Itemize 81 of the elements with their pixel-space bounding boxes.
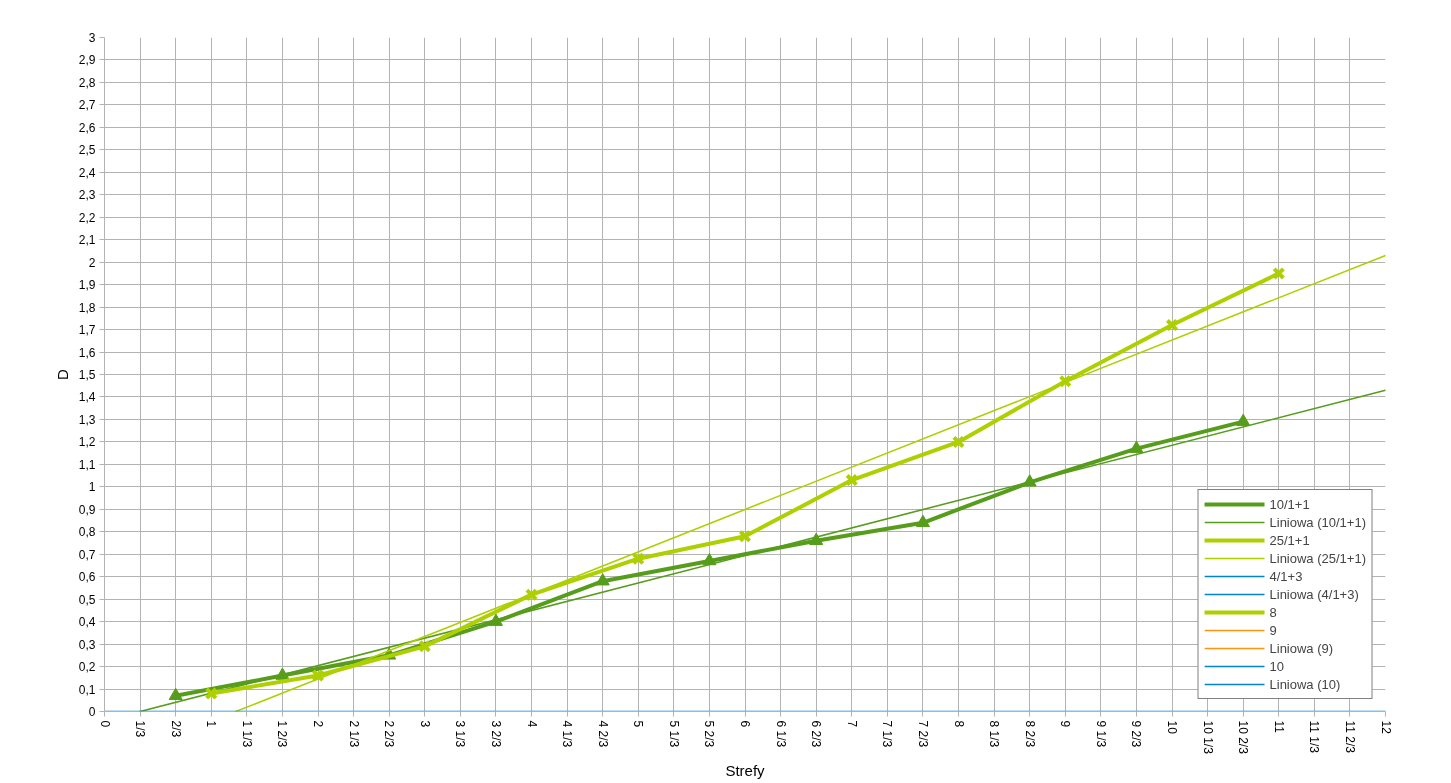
x-tick-label: 1 2/3 <box>275 720 290 748</box>
x-tick-label: 9 2/3 <box>1129 720 1144 748</box>
x-tick-label: 3 2/3 <box>488 720 503 748</box>
x-tick-label: 5 2/3 <box>702 720 717 748</box>
x-tick-label: 6 <box>738 720 752 728</box>
y-tick-label: 0,7 <box>78 547 96 562</box>
legend-label: Liniowa (9) <box>1269 640 1334 656</box>
y-tick-label: 0,3 <box>78 637 96 652</box>
y-tick-label: 1,6 <box>78 345 96 360</box>
y-tick-label: 1,8 <box>78 300 96 315</box>
y-tick-label: 0,8 <box>78 525 96 540</box>
y-tick-label: 1,2 <box>78 435 96 450</box>
x-tick-label: 8 2/3 <box>1022 720 1037 748</box>
x-tick-label: 11 2/3 <box>1342 720 1357 754</box>
x-tick-label: 4 <box>524 720 539 728</box>
x-tick-label: 2 <box>311 720 325 728</box>
y-tick-label: 3 <box>88 31 96 45</box>
x-tick-label: 11 1/3 <box>1307 720 1322 754</box>
legend-label: Liniowa (10) <box>1269 676 1341 692</box>
x-tick-label: 8 <box>951 720 966 728</box>
y-tick-label: 0,2 <box>78 660 96 675</box>
x-tick-label: 8 1/3 <box>987 720 1002 748</box>
y-tick-label: 1,1 <box>78 457 96 472</box>
y-tick-label: 0,9 <box>78 502 96 517</box>
x-tick-label: 1/3 <box>133 720 148 738</box>
legend-label: 9 <box>1269 622 1278 638</box>
x-tick-label: 10 2/3 <box>1236 720 1251 755</box>
y-tick-label: 0,4 <box>78 615 96 630</box>
legend-label: 25/1+1 <box>1269 532 1310 548</box>
x-tick-label: 2 2/3 <box>382 720 397 748</box>
y-tick-label: 2,8 <box>78 75 96 90</box>
x-tick-label: 10 <box>1165 720 1179 735</box>
y-tick-label: 0,1 <box>78 682 96 697</box>
y-tick-label: 2 <box>88 255 96 270</box>
x-tick-label: 6 2/3 <box>809 720 824 748</box>
x-tick-label: 2 1/3 <box>346 720 361 748</box>
y-tick-label: 1,5 <box>78 368 96 382</box>
y-tick-label: 1,9 <box>78 278 96 293</box>
y-axis-title: D <box>53 368 71 380</box>
x-tick-label: 7 1/3 <box>880 720 895 748</box>
y-tick-label: 2,2 <box>78 210 96 225</box>
y-tick-label: 0 <box>88 705 96 719</box>
y-tick-label: 0,6 <box>78 570 96 585</box>
x-tick-label: 4 2/3 <box>595 720 610 748</box>
y-tick-label: 1 <box>88 480 96 495</box>
y-tick-label: 2,7 <box>78 98 96 113</box>
y-tick-label: 1,4 <box>78 390 96 405</box>
x-tick-label: 5 1/3 <box>666 720 681 748</box>
y-tick-label: 1,7 <box>78 323 96 338</box>
x-tick-label: 9 <box>1058 720 1073 728</box>
y-tick-label: 1,3 <box>78 412 96 427</box>
x-tick-label: 3 1/3 <box>453 720 468 748</box>
x-tick-label: 7 <box>844 720 859 728</box>
x-tick-label: 12 <box>1378 720 1393 735</box>
legend-label: 4/1+3 <box>1269 568 1303 584</box>
x-tick-label: 6 1/3 <box>773 720 788 748</box>
x-tick-label: 3 <box>417 720 432 728</box>
y-tick-label: 2,4 <box>78 165 96 180</box>
x-tick-label: 0 <box>97 720 112 728</box>
x-tick-label: 4 1/3 <box>560 720 575 748</box>
x-tick-label: 7 2/3 <box>915 720 930 748</box>
legend-label: 8 <box>1269 604 1278 620</box>
y-tick-label: 2,9 <box>78 53 96 68</box>
x-tick-label: 5 <box>631 720 646 728</box>
y-tick-label: 2,1 <box>78 233 96 248</box>
x-tick-label: 10 1/3 <box>1200 720 1215 755</box>
x-tick-label: 11 <box>1271 720 1286 734</box>
legend-label: 10 <box>1269 658 1285 674</box>
y-tick-label: 2,3 <box>78 188 96 203</box>
legend-label: Liniowa (25/1+1) <box>1269 550 1366 566</box>
y-tick-label: 2,5 <box>78 143 96 158</box>
y-tick-label: 0,5 <box>78 592 96 607</box>
x-tick-label: 9 1/3 <box>1093 720 1108 748</box>
legend-label: Liniowa (10/1+1) <box>1269 514 1366 530</box>
y-tick-label: 2,6 <box>78 120 96 135</box>
x-tick-label: 1 1/3 <box>239 720 254 748</box>
x-tick-label: 2/3 <box>168 720 183 738</box>
legend-label: 10/1+1 <box>1269 496 1310 512</box>
x-tick-label: 1 <box>204 720 219 728</box>
x-axis-title: Strefy <box>725 761 766 779</box>
legend-label: Liniowa (4/1+3) <box>1269 586 1359 602</box>
